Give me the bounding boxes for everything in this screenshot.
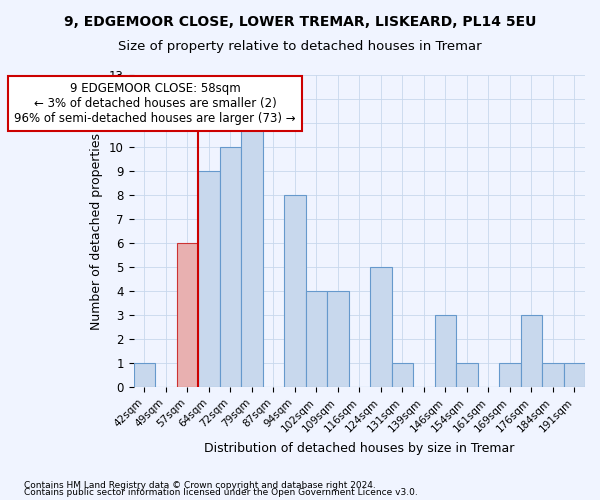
Bar	[241, 123, 263, 387]
Bar	[542, 363, 563, 387]
Text: Contains public sector information licensed under the Open Government Licence v3: Contains public sector information licen…	[24, 488, 418, 497]
Text: Size of property relative to detached houses in Tremar: Size of property relative to detached ho…	[118, 40, 482, 53]
Bar	[176, 243, 198, 387]
Bar	[434, 315, 456, 387]
Y-axis label: Number of detached properties: Number of detached properties	[91, 132, 103, 330]
Bar	[134, 363, 155, 387]
Bar	[392, 363, 413, 387]
X-axis label: Distribution of detached houses by size in Tremar: Distribution of detached houses by size …	[204, 442, 515, 455]
Bar	[370, 267, 392, 387]
Text: 9, EDGEMOOR CLOSE, LOWER TREMAR, LISKEARD, PL14 5EU: 9, EDGEMOOR CLOSE, LOWER TREMAR, LISKEAR…	[64, 15, 536, 29]
Text: 9 EDGEMOOR CLOSE: 58sqm
← 3% of detached houses are smaller (2)
96% of semi-deta: 9 EDGEMOOR CLOSE: 58sqm ← 3% of detached…	[14, 82, 296, 125]
Bar	[327, 291, 349, 387]
Bar	[284, 195, 305, 387]
Bar	[198, 171, 220, 387]
Bar	[220, 147, 241, 387]
Bar	[456, 363, 478, 387]
Bar	[305, 291, 327, 387]
Bar	[521, 315, 542, 387]
Bar	[563, 363, 585, 387]
Bar	[499, 363, 521, 387]
Text: Contains HM Land Registry data © Crown copyright and database right 2024.: Contains HM Land Registry data © Crown c…	[24, 480, 376, 490]
